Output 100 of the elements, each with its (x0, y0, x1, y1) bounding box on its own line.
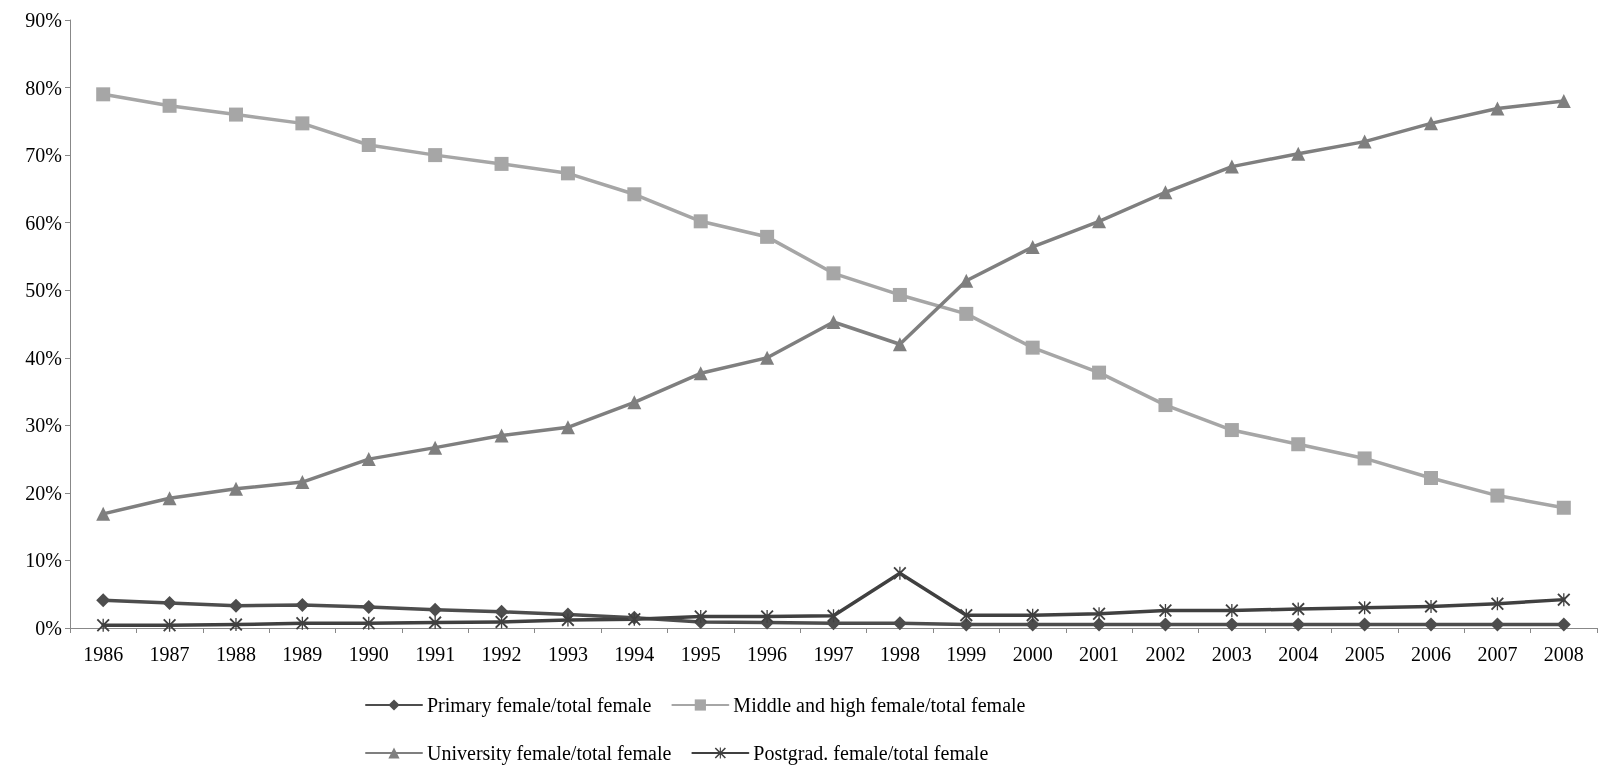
legend-label: Postgrad. female/total female (753, 742, 989, 765)
point (760, 350, 775, 365)
point (1224, 617, 1239, 632)
point (228, 598, 243, 613)
x-tick-label: 1987 (149, 643, 190, 665)
y-tick-label: 30% (25, 414, 62, 437)
point (1424, 617, 1439, 632)
point (1490, 488, 1505, 503)
point (1158, 185, 1173, 200)
x-tick-label: 1986 (83, 643, 124, 665)
point (96, 593, 111, 608)
x-tick-label: 1997 (813, 643, 854, 665)
point (1224, 423, 1239, 438)
point (1025, 239, 1040, 254)
x-tick-label: 2003 (1211, 643, 1252, 665)
point (561, 613, 575, 627)
point (760, 229, 775, 244)
point (361, 452, 376, 467)
point (826, 266, 841, 281)
point (494, 428, 509, 443)
x-tick-label: 2005 (1344, 643, 1385, 665)
y-tick-label: 10% (25, 549, 62, 572)
point (1490, 101, 1505, 116)
x-tick-label: 1994 (614, 643, 655, 665)
point (494, 156, 509, 171)
point (494, 604, 509, 619)
x-tick-label: 1995 (680, 643, 721, 665)
point (361, 600, 376, 615)
y-tick-label: 20% (25, 481, 62, 504)
x-tick-label: 2001 (1079, 643, 1120, 665)
point (1158, 617, 1173, 632)
point (163, 618, 177, 632)
point (1357, 451, 1372, 466)
point (162, 596, 177, 610)
point (1424, 116, 1439, 131)
point (1357, 134, 1372, 149)
point (1291, 146, 1306, 161)
point (893, 566, 907, 580)
x-tick-label: 1991 (415, 643, 456, 665)
point (361, 137, 376, 152)
point (96, 87, 111, 102)
point (428, 148, 443, 163)
point (892, 337, 907, 352)
y-tick-label: 0% (35, 617, 62, 639)
point (627, 187, 642, 202)
x-tick-label: 2000 (1012, 643, 1053, 665)
legend-label: Primary female/total female (427, 694, 652, 717)
point (1092, 617, 1107, 632)
point (295, 598, 310, 613)
y-tick-label: 40% (25, 346, 62, 369)
point (1291, 437, 1306, 452)
point (1556, 617, 1571, 632)
point (162, 98, 177, 113)
point (295, 116, 310, 131)
x-tick-label: 1998 (879, 643, 920, 665)
point (627, 395, 642, 410)
point (560, 166, 575, 181)
point (428, 602, 443, 617)
point (295, 475, 310, 490)
point (892, 287, 907, 302)
point (959, 273, 974, 288)
point (560, 420, 575, 435)
y-tick-label: 50% (25, 279, 62, 302)
point (693, 214, 708, 229)
point (1158, 398, 1173, 413)
point (96, 506, 111, 521)
x-tick-label: 1992 (481, 643, 522, 665)
x-tick-label: 1989 (282, 643, 323, 665)
x-tick-label: 2008 (1543, 643, 1584, 665)
x-tick-label: 1990 (348, 643, 389, 665)
legend-label: Middle and high female/total female (733, 694, 1026, 717)
point (1424, 471, 1439, 486)
point (228, 107, 243, 122)
point (693, 366, 708, 381)
point (826, 314, 841, 329)
y-tick-label: 70% (25, 144, 62, 167)
y-tick-label: 80% (25, 76, 62, 99)
x-tick-label: 2004 (1278, 643, 1319, 665)
point (1490, 597, 1504, 611)
y-tick-label: 90% (25, 9, 62, 31)
point (1224, 159, 1239, 174)
legend-label: University female/total female (427, 742, 672, 765)
point (892, 616, 907, 631)
x-tick-label: 2007 (1477, 643, 1518, 665)
x-tick-label: 1996 (747, 643, 788, 665)
point (1556, 500, 1571, 515)
point (1025, 617, 1040, 632)
point (1490, 617, 1505, 632)
x-tick-label: 1993 (547, 643, 588, 665)
x-tick-label: 2006 (1411, 643, 1452, 665)
point (228, 481, 243, 496)
point (1092, 365, 1107, 380)
x-tick-label: 1999 (946, 643, 987, 665)
y-tick-label: 60% (25, 211, 62, 234)
point (1092, 607, 1106, 621)
point (162, 491, 177, 506)
point (694, 610, 708, 624)
point (1092, 214, 1107, 229)
point (959, 617, 974, 632)
point (1291, 617, 1306, 632)
